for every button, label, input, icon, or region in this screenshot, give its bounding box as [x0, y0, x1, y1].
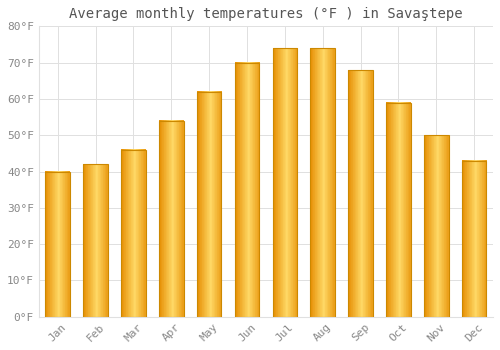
Bar: [46, 172, 70, 317]
Bar: [348, 70, 373, 317]
Bar: [462, 161, 486, 317]
Bar: [310, 48, 335, 317]
Bar: [121, 150, 146, 317]
Bar: [84, 164, 108, 317]
Bar: [386, 103, 410, 317]
Bar: [197, 92, 222, 317]
Bar: [272, 48, 297, 317]
Title: Average monthly temperatures (°F ) in Savaştepe: Average monthly temperatures (°F ) in Sa…: [69, 7, 462, 21]
Bar: [424, 135, 448, 317]
Bar: [234, 63, 260, 317]
Bar: [159, 121, 184, 317]
